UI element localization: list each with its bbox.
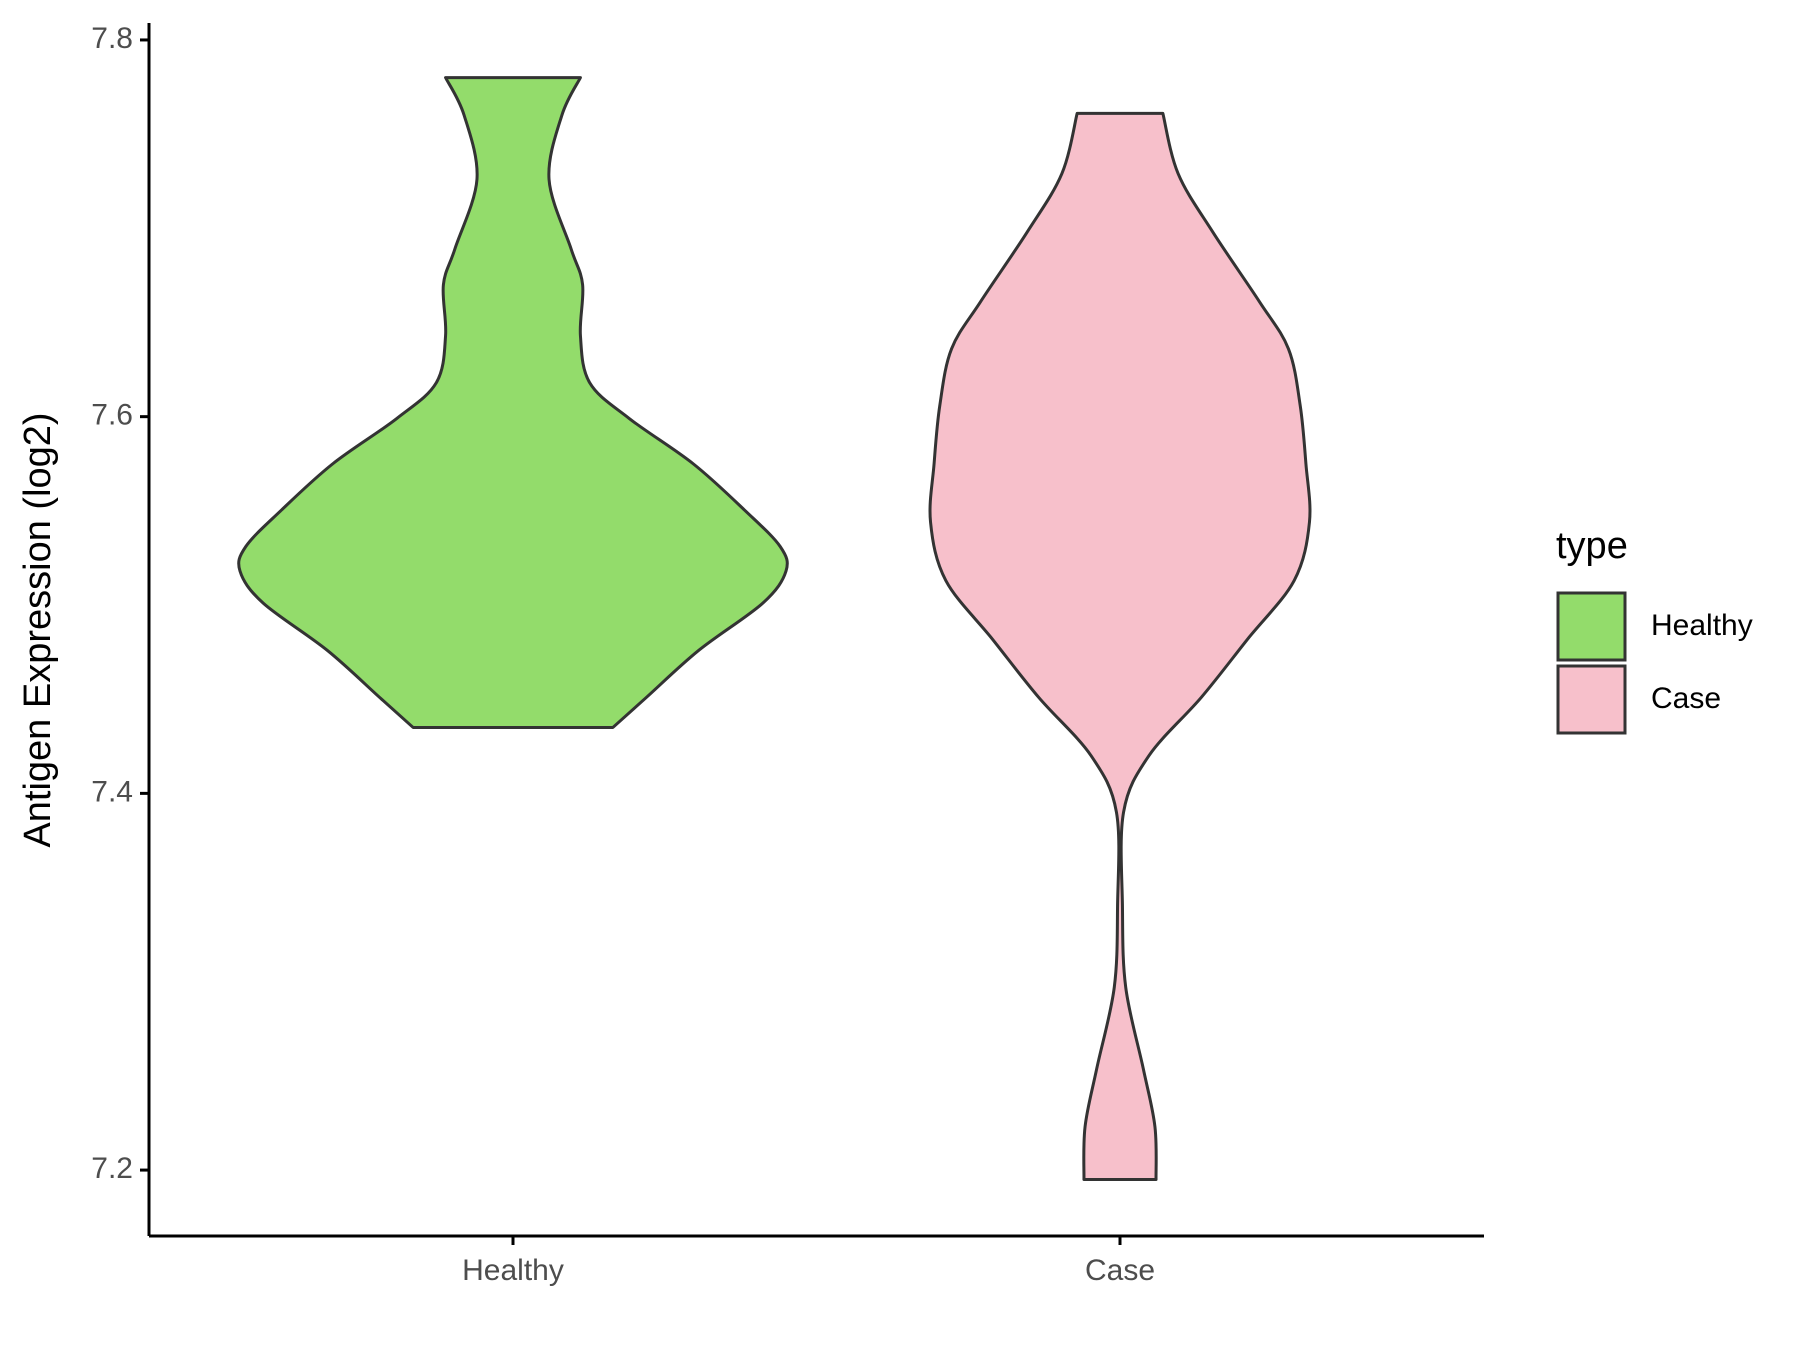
x-tick-label: Case (1085, 1254, 1155, 1287)
legend-label: Case (1651, 682, 1721, 715)
violin (928, 111, 1312, 1181)
y-tick-label: 7.8 (91, 22, 133, 55)
y-tick-label: 7.4 (91, 775, 133, 808)
y-tick-label: 7.2 (91, 1152, 133, 1185)
legend-title: type (1556, 525, 1628, 567)
x-tick-label: Healthy (462, 1254, 564, 1287)
legend-key (1556, 591, 1627, 662)
legend-label: Healthy (1651, 609, 1753, 642)
violin (237, 76, 789, 729)
legend-key (1556, 664, 1627, 735)
y-tick-label: 7.6 (91, 399, 133, 432)
y-axis-title: Antigen Expression (log2) (17, 412, 59, 847)
